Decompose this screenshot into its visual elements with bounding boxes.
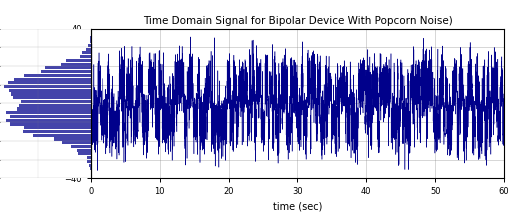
Bar <box>19 104 91 107</box>
Bar <box>77 148 91 152</box>
Bar <box>11 92 91 96</box>
Bar <box>79 152 91 156</box>
Bar <box>33 134 91 137</box>
Bar <box>66 59 91 62</box>
Bar <box>9 89 91 92</box>
Bar <box>4 85 91 88</box>
Bar <box>54 137 91 141</box>
Bar <box>89 163 91 167</box>
Bar <box>24 126 91 129</box>
Bar <box>62 62 91 66</box>
Bar <box>90 40 91 43</box>
Bar <box>6 119 91 122</box>
Bar <box>23 130 91 133</box>
Bar <box>23 74 91 77</box>
Bar <box>8 81 91 84</box>
Bar <box>62 141 91 144</box>
Bar <box>86 48 91 51</box>
Bar <box>87 160 91 163</box>
Bar <box>71 145 91 148</box>
Bar <box>21 100 91 103</box>
Bar <box>44 66 91 70</box>
Bar <box>40 70 91 73</box>
Bar <box>88 44 91 47</box>
Bar <box>17 107 91 111</box>
X-axis label: time (sec): time (sec) <box>273 202 322 212</box>
Bar <box>14 77 91 81</box>
Bar <box>10 115 91 118</box>
Bar <box>6 111 91 114</box>
Bar <box>80 55 91 58</box>
Bar <box>10 122 91 126</box>
Title: Time Domain Signal for Bipolar Device With Popcorn Noise): Time Domain Signal for Bipolar Device Wi… <box>143 16 452 26</box>
Y-axis label: Vn RTI (µV): Vn RTI (µV) <box>52 78 62 128</box>
Bar <box>87 156 91 159</box>
Bar <box>13 96 91 99</box>
Bar <box>90 167 91 170</box>
Bar <box>90 36 91 40</box>
Bar <box>82 51 91 55</box>
